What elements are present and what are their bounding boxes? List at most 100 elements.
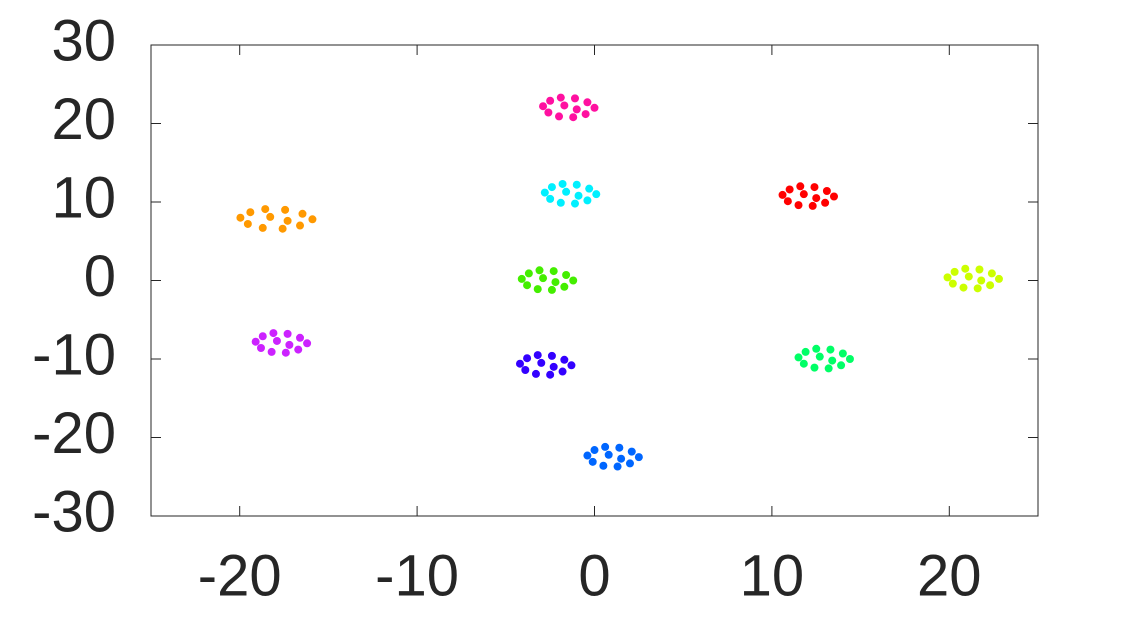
point [601,442,610,451]
y-tick-label: 20 [51,87,116,152]
point [783,197,792,206]
point [794,201,803,210]
point [569,113,578,122]
point [986,281,995,290]
point [515,359,524,368]
point [546,194,555,203]
point [551,278,560,287]
point [812,344,821,353]
point [531,369,540,378]
x-tick-label: 20 [917,543,982,608]
point [308,215,317,224]
point [581,110,590,119]
point [627,447,636,456]
point [599,461,608,470]
point [562,187,571,196]
point [590,103,599,112]
point [547,351,556,360]
point [821,198,830,207]
point [256,344,265,353]
y-tick-label: 30 [51,8,116,73]
point [615,443,624,452]
point [625,459,634,468]
point [246,208,255,217]
point [296,333,305,342]
point [570,199,579,208]
point [296,221,305,230]
point [824,364,833,373]
point [810,363,819,372]
point [572,180,581,189]
point [294,345,303,354]
point [558,367,567,376]
point [569,276,578,285]
point [585,184,594,193]
point [815,352,824,361]
point [822,187,831,196]
point [537,358,546,367]
point [560,282,569,291]
point [281,348,290,357]
point [517,274,526,283]
point [994,274,1003,283]
point [298,209,307,218]
point [959,283,968,292]
point [613,462,622,471]
point [826,345,835,354]
point [539,274,548,283]
point [539,102,548,111]
point [560,355,569,364]
point [236,213,245,222]
point [540,188,549,197]
point [261,205,270,214]
point [977,276,986,285]
point [544,108,553,117]
y-tick-label: -10 [32,322,116,387]
point [583,451,592,460]
point [799,190,808,199]
point [808,201,817,210]
point [267,347,276,356]
point [556,93,565,102]
point [278,224,287,233]
point [281,205,290,214]
point [785,185,794,194]
point [555,112,564,121]
point [634,453,643,462]
point [948,279,957,288]
point [975,265,984,274]
point [837,361,846,370]
point [799,359,808,368]
point [961,264,970,273]
point [583,98,592,107]
point [303,339,312,348]
point [812,194,821,203]
x-tick-label: 0 [578,543,610,608]
x-tick-label: 10 [740,543,805,608]
point [549,267,558,276]
point [567,361,576,370]
point [574,191,583,200]
point [801,347,810,356]
point [243,219,252,228]
point [523,281,532,290]
point [590,446,599,455]
point [973,284,982,293]
point [535,266,544,275]
point [523,354,532,363]
point [547,183,556,192]
point [560,101,569,110]
point [829,192,838,201]
point [558,179,567,188]
point [272,336,281,345]
point [258,332,267,341]
point [547,285,556,294]
point [524,269,533,278]
point [521,365,530,374]
point [796,182,805,191]
point [546,370,555,379]
point [778,190,787,199]
point [570,94,579,103]
point [556,198,565,207]
